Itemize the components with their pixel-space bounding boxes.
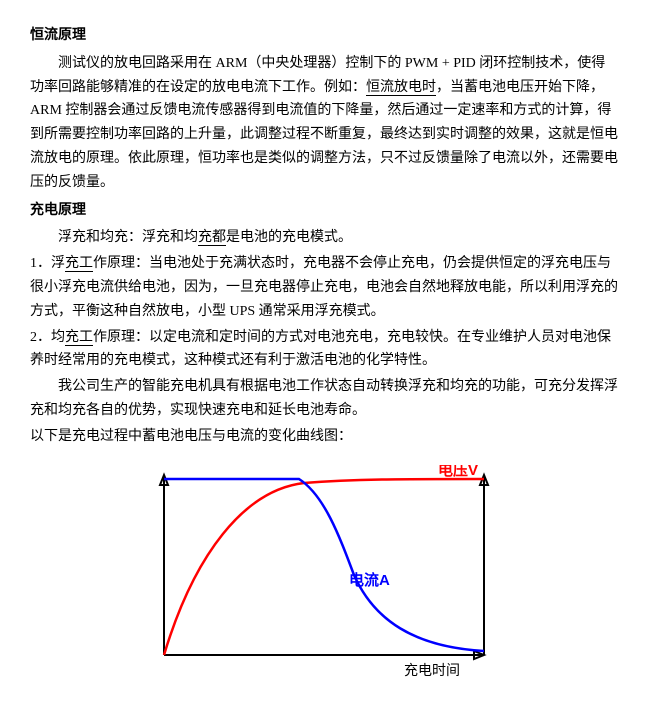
- section2-p4: 我公司生产的智能充电机具有根据电池工作状态自动转换浮充和均充的功能，可充分发挥浮…: [30, 375, 618, 423]
- x-axis-label: 充电时间: [404, 662, 460, 678]
- current-label: 电流A: [349, 571, 390, 589]
- s2p1-a: 浮充和均充：浮充和均: [58, 230, 198, 245]
- s2p3-u: 充工: [65, 330, 93, 346]
- s2p3-a: 均: [51, 330, 65, 345]
- chart-svg: 电压V 电流A 充电时间: [124, 465, 524, 695]
- section2-p3: 2．均充工作原理：以定电流和定时间的方式对电池充电，充电较快。在专业维护人员对电…: [30, 326, 618, 374]
- s2p2-b: 作原理：当电池处于充满状态时，充电器不会停止充电，仍会提供恒定的浮充电压与很小浮…: [30, 256, 618, 319]
- s1-underline: 恒流放电时: [366, 80, 436, 96]
- section2-p2: 1．浮充工作原理：当电池处于充满状态时，充电器不会停止充电，仍会提供恒定的浮充电…: [30, 252, 618, 323]
- current-curve: [164, 479, 484, 651]
- section-constant-current-title: 恒流原理: [30, 24, 618, 48]
- section1-paragraph: 测试仪的放电回路采用在 ARM（中央处理器）控制下的 PWM + PID 闭环控…: [30, 52, 618, 195]
- s2p1-u: 充都: [198, 230, 226, 246]
- charging-chart: 电压V 电流A 充电时间: [30, 465, 618, 695]
- s2p1-b: 是电池的充电模式。: [226, 230, 352, 245]
- section-charging-title: 充电原理: [30, 199, 618, 223]
- s1-text-b: ，当蓄电池电压开始下降，ARM 控制器会通过反馈电流传感器得到电流值的下降量，然…: [30, 80, 618, 190]
- s2p2-u: 充工: [65, 256, 93, 272]
- voltage-label: 电压V: [438, 465, 478, 479]
- section2-p1: 浮充和均充：浮充和均充都是电池的充电模式。: [30, 226, 618, 250]
- section2-p5: 以下是充电过程中蓄电池电压与电流的变化曲线图：: [30, 425, 618, 449]
- s2p3-b: 作原理：以定电流和定时间的方式对电池充电，充电较快。在专业维护人员对电池保养时经…: [30, 330, 611, 369]
- s2p2-a: 浮: [51, 256, 65, 271]
